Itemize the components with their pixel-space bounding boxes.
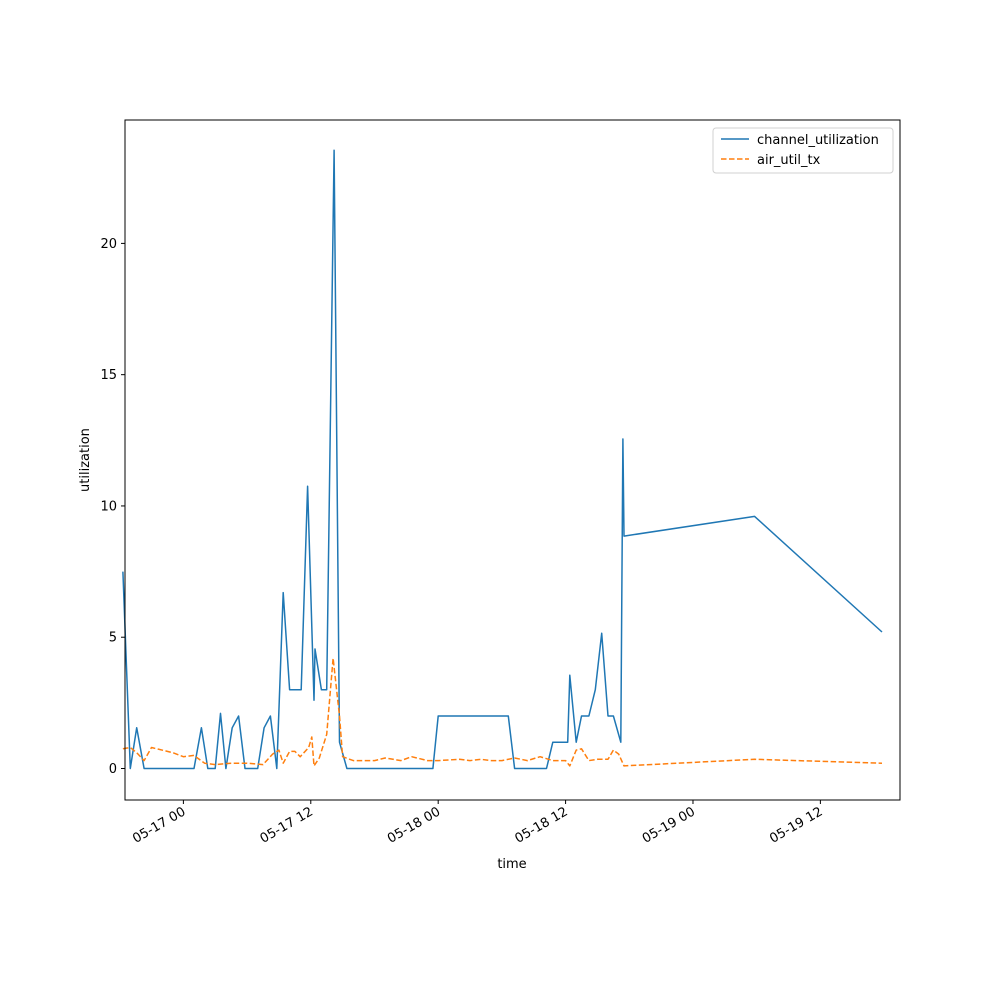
plot-frame [124,119,901,801]
plot-area [122,149,883,770]
x-axis-label: time [497,857,526,872]
y-axis-label: utilization [78,428,93,492]
legend: channel_utilization air_util_tx [712,127,894,174]
y-tick-label: 10 [100,499,117,514]
y-tick-label: 0 [109,762,117,777]
legend-box [712,127,894,174]
y-axis: 0 5 10 15 20 [100,237,125,777]
y-tick-label: 15 [100,368,117,383]
y-tick-label: 5 [109,631,117,646]
series-line-air-util-tx [122,657,883,767]
legend-label-air-util-tx: air_util_tx [757,153,821,168]
y-tick-label: 20 [100,237,117,252]
series-line-channel-utilization [122,149,883,770]
legend-label-channel-utilization: channel_utilization [757,133,879,148]
